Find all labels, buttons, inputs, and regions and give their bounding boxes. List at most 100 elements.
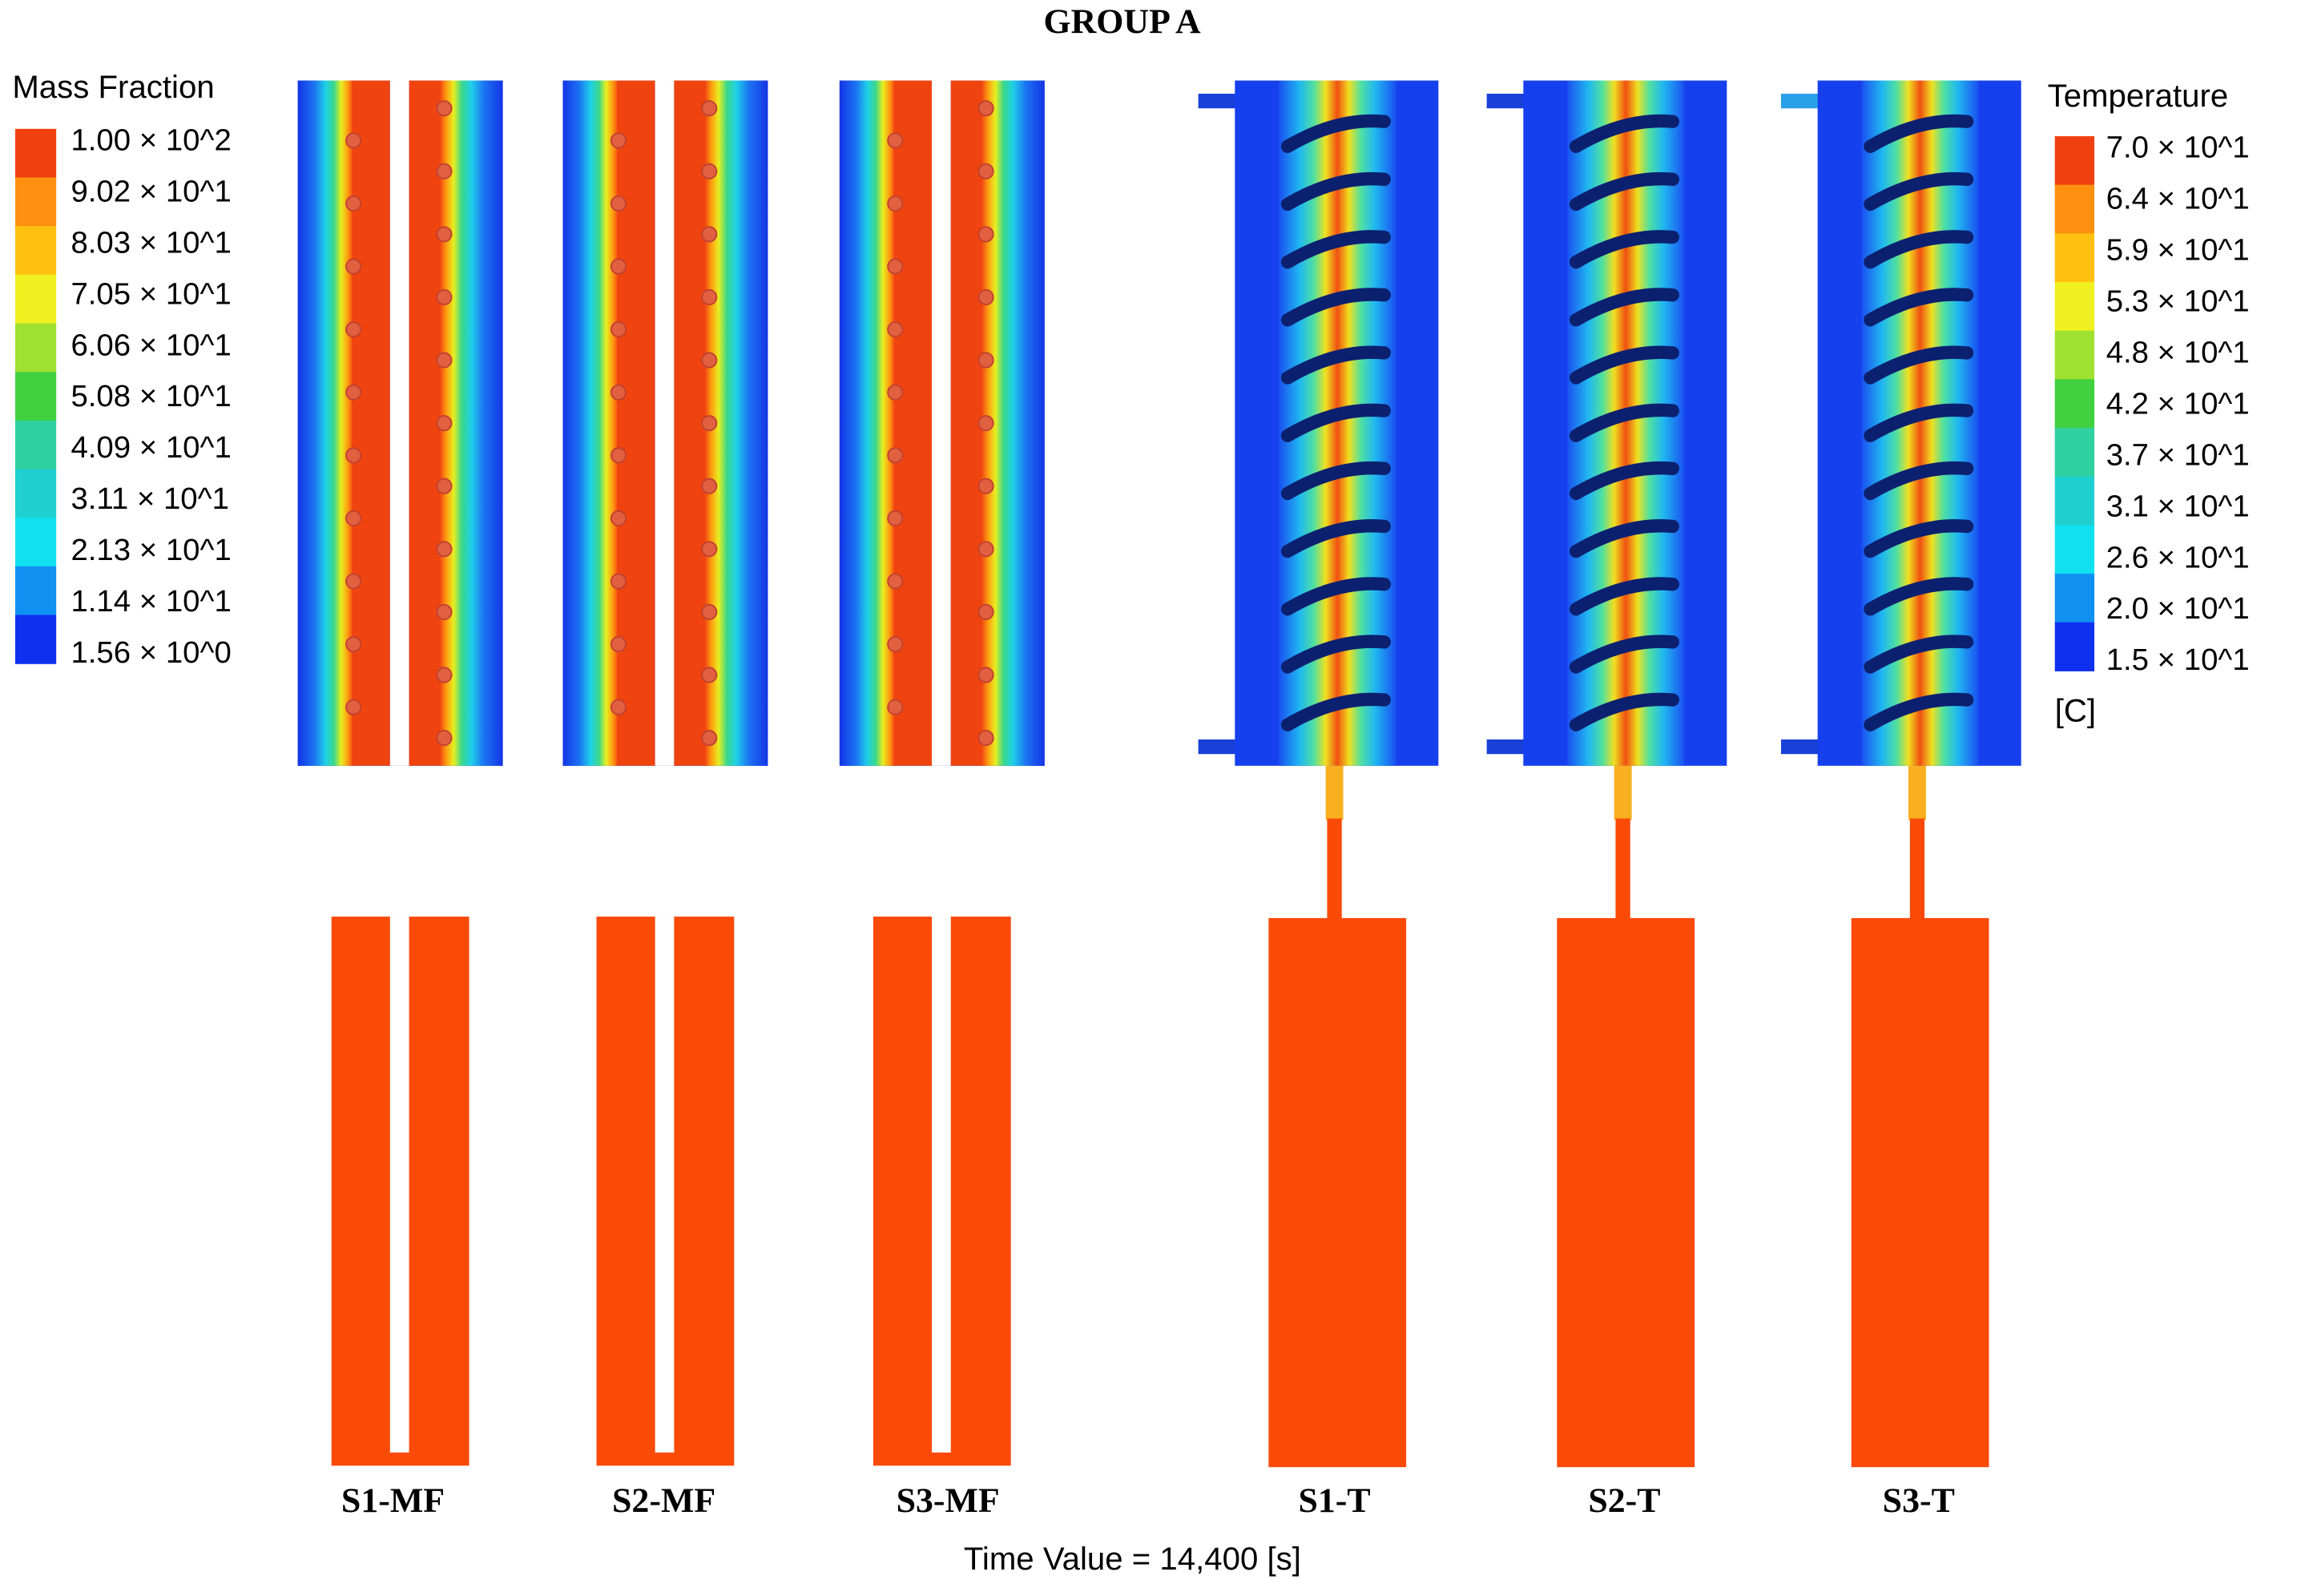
- fin-dot: [887, 699, 904, 715]
- legend-label: 6.4 × 10^1: [2106, 182, 2250, 216]
- legend-label: 1.00 × 10^2: [71, 123, 231, 157]
- legend-swatch: [2054, 379, 2095, 429]
- pipe: [1780, 93, 1821, 109]
- coil: [1569, 403, 1679, 442]
- legend-label: 1.14 × 10^1: [71, 584, 231, 619]
- legend-swatch: [2054, 476, 2095, 526]
- legend-unit: [C]: [2055, 693, 2096, 729]
- tank: [1557, 917, 1695, 1468]
- legend-label: 6.06 × 10^1: [71, 328, 231, 362]
- coil: [1864, 288, 1974, 327]
- fin-dot: [701, 730, 718, 747]
- coil: [1280, 288, 1391, 327]
- fin-dot: [887, 195, 904, 212]
- fin-dot: [887, 636, 904, 653]
- panel-label: S2-MF: [612, 1481, 715, 1520]
- coil: [1280, 692, 1391, 732]
- fin-dot: [701, 100, 718, 117]
- fin-dot: [610, 699, 627, 715]
- legend-swatch: [2054, 525, 2095, 574]
- coil: [1280, 114, 1391, 153]
- fin-dot: [436, 478, 453, 494]
- tank-slot: [389, 917, 409, 1453]
- legend-swatch: [2054, 184, 2095, 234]
- legend-swatch: [2054, 135, 2095, 186]
- legend-label: 5.08 × 10^1: [71, 379, 231, 413]
- coil: [1864, 461, 1974, 501]
- coil: [1280, 519, 1391, 558]
- fin-dot: [436, 226, 453, 243]
- fin-dot: [345, 132, 362, 149]
- contour-grad: [839, 80, 896, 766]
- legend-swatch: [2054, 233, 2095, 283]
- coil: [1280, 230, 1391, 269]
- fin-dot: [436, 100, 453, 117]
- contour-red: [674, 80, 707, 766]
- coil: [1864, 403, 1974, 442]
- coil: [1864, 577, 1974, 616]
- contour-red: [893, 80, 933, 766]
- time-label: Time Value = 14,400 [s]: [964, 1541, 1301, 1577]
- fin-dot: [887, 447, 904, 464]
- legend-swatch: [2054, 574, 2095, 623]
- coil: [1280, 171, 1391, 212]
- panel-label: S3-T: [1883, 1481, 1955, 1520]
- fin-dot: [977, 667, 994, 683]
- fin-dot: [701, 603, 718, 620]
- legend-label: 7.05 × 10^1: [71, 276, 231, 311]
- fin-dot: [701, 163, 718, 179]
- legend-swatch: [14, 372, 57, 421]
- contour-red: [617, 80, 655, 766]
- legend-label: 5.9 × 10^1: [2106, 232, 2250, 267]
- legend-swatch: [14, 128, 57, 179]
- legend-label: 4.2 × 10^1: [2106, 386, 2250, 421]
- legend-swatch: [14, 177, 57, 227]
- fin-dot: [701, 352, 718, 369]
- fin-dot: [436, 603, 453, 620]
- fin-dot: [977, 415, 994, 432]
- contour-grad: [562, 80, 619, 766]
- fin-dot: [887, 573, 904, 590]
- fin-dot: [887, 384, 904, 401]
- gap: [389, 80, 409, 766]
- coil: [1280, 403, 1391, 442]
- coil: [1569, 288, 1679, 327]
- legend-swatch: [2054, 330, 2095, 380]
- fin-dot: [436, 163, 453, 179]
- gap: [655, 80, 675, 766]
- coil: [1280, 577, 1391, 616]
- legend-swatch: [14, 566, 57, 616]
- fin-dot: [610, 321, 627, 338]
- contour-red: [950, 80, 983, 766]
- stem: [1908, 765, 1926, 820]
- legend-title: Mass Fraction: [12, 69, 214, 105]
- fin-dot: [345, 195, 362, 212]
- coil: [1569, 230, 1679, 269]
- stem: [1615, 818, 1630, 921]
- legend-swatch: [14, 274, 57, 324]
- coil: [1864, 692, 1974, 732]
- fin-dot: [610, 384, 627, 401]
- tank: [1851, 917, 1989, 1468]
- coil: [1569, 519, 1679, 558]
- fin-dot: [345, 321, 362, 338]
- tank-slot: [655, 917, 675, 1453]
- coil: [1569, 114, 1679, 153]
- fin-dot: [701, 226, 718, 243]
- coil: [1569, 345, 1679, 385]
- fin-dot: [610, 132, 627, 149]
- legend-swatch: [2054, 622, 2095, 671]
- legend-label: 2.13 × 10^1: [71, 533, 231, 567]
- tank: [1268, 917, 1407, 1468]
- fin-dot: [610, 258, 627, 275]
- panel-label: S1-MF: [341, 1481, 445, 1520]
- fin-dot: [345, 447, 362, 464]
- fin-dot: [701, 288, 718, 306]
- fin-dot: [436, 352, 453, 369]
- contour-red: [409, 80, 441, 766]
- fin-dot: [701, 541, 718, 558]
- fin-dot: [977, 163, 994, 179]
- coil: [1864, 171, 1974, 212]
- contour-red: [352, 80, 390, 766]
